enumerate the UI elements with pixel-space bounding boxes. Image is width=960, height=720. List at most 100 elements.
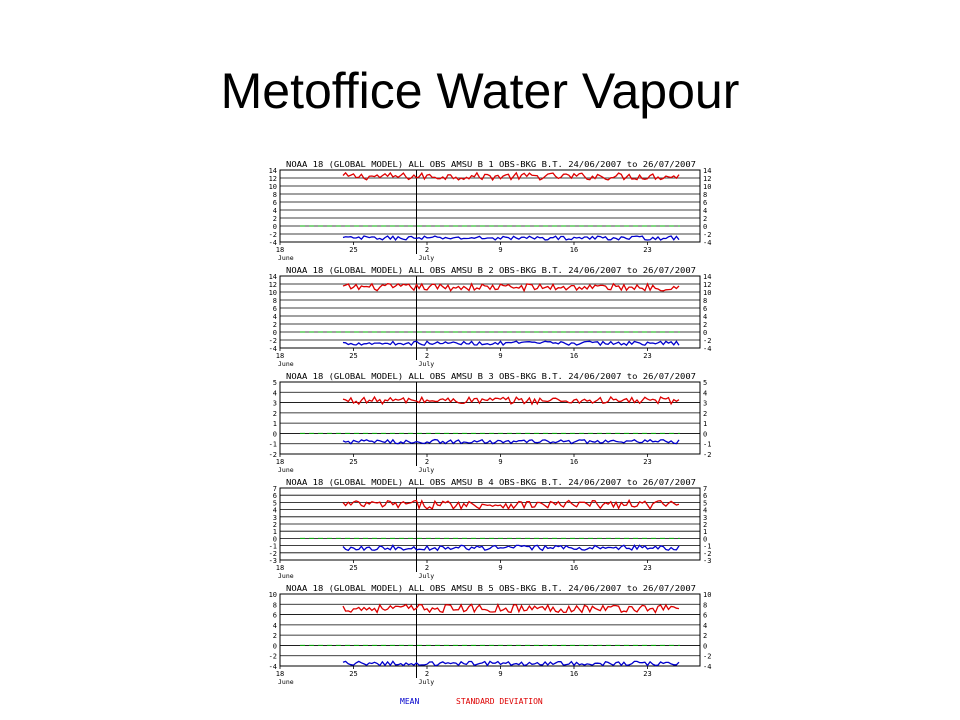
x-tick-label: 2 [425,246,429,254]
y-tick-label: 10 [269,591,277,599]
y-tick-label: 3 [703,400,707,408]
y-tick-label: 14 [703,273,711,281]
x-month-label: July [419,466,435,474]
y-tick-label: 12 [269,175,277,183]
x-tick-label: 16 [570,246,578,254]
y-tick-label: -2 [269,231,277,239]
figure: NOAA 18 (GLOBAL MODEL) ALL OBS AMSU B 1 … [258,158,718,715]
x-month-label: July [419,254,435,262]
y-tick-label: 14 [269,167,277,175]
y-tick-label: 12 [703,175,711,183]
x-tick-label: 9 [498,246,502,254]
x-tick-label: 9 [498,458,502,466]
y-tick-label: 6 [703,305,707,313]
y-tick-label: 2 [273,410,277,418]
slide-title: Metoffice Water Vapour [220,63,740,119]
y-tick-label: 5 [273,499,277,507]
y-tick-label: -2 [269,451,277,459]
x-tick-label: 18 [276,670,284,678]
amsu-b-channels-figure: NOAA 18 (GLOBAL MODEL) ALL OBS AMSU B 1 … [269,159,712,706]
x-tick-label: 9 [498,564,502,572]
x-month-label: July [419,572,435,580]
x-tick-label: 23 [643,670,651,678]
y-tick-label: 8 [273,297,277,305]
y-tick-label: 1 [273,528,277,536]
y-tick-label: 6 [703,492,707,500]
y-tick-label: -4 [703,239,711,247]
y-tick-label: 1 [703,528,707,536]
y-tick-label: -3 [269,557,277,565]
y-tick-label: 10 [269,289,277,297]
x-month-label: June [278,360,294,368]
std-dev-series-line [342,395,680,406]
x-tick-label: 16 [570,670,578,678]
y-tick-label: 6 [273,305,277,313]
y-tick-label: 10 [269,183,277,191]
mean-series-line [342,235,680,241]
x-month-label: June [278,466,294,474]
y-tick-label: 0 [703,329,707,337]
y-tick-label: -1 [703,543,711,551]
chart-title: NOAA 18 (GLOBAL MODEL) ALL OBS AMSU B 3 … [286,371,696,381]
y-tick-label: -4 [269,345,277,353]
y-tick-label: 2 [703,521,707,529]
x-tick-label: 16 [570,458,578,466]
x-tick-label: 18 [276,458,284,466]
y-tick-label: 0 [703,223,707,231]
y-tick-label: 4 [703,207,707,215]
y-tick-label: 6 [703,199,707,207]
x-tick-label: 25 [349,670,357,678]
y-tick-label: 6 [273,612,277,620]
y-tick-label: 10 [703,183,711,191]
y-tick-label: -2 [269,653,277,661]
y-tick-label: 0 [703,535,707,543]
y-tick-label: 2 [703,632,707,640]
y-tick-label: 6 [703,612,707,620]
y-tick-label: -4 [703,345,711,353]
y-tick-label: 2 [273,215,277,223]
std-dev-series-line [342,602,680,614]
x-month-label: June [278,572,294,580]
std-dev-series-line [342,498,680,511]
y-tick-label: 5 [703,499,707,507]
y-tick-label: 3 [273,400,277,408]
chart-title: NOAA 18 (GLOBAL MODEL) ALL OBS AMSU B 2 … [286,265,696,275]
y-tick-label: 4 [703,507,707,515]
y-tick-label: 2 [703,410,707,418]
plot-frame [279,169,701,243]
y-tick-label: 4 [273,207,277,215]
y-tick-label: 7 [703,485,707,493]
y-tick-label: -2 [703,337,711,345]
x-month-label: July [419,360,435,368]
y-tick-label: -2 [703,451,711,459]
y-tick-label: -3 [703,557,711,565]
x-tick-label: 2 [425,564,429,572]
x-tick-label: 25 [349,352,357,360]
y-tick-label: 7 [273,485,277,493]
mean-series-line [342,438,680,445]
y-tick-label: -2 [703,653,711,661]
y-tick-label: -1 [703,441,711,449]
y-tick-label: 4 [703,622,707,630]
y-tick-label: 2 [703,321,707,329]
x-month-label: June [278,254,294,262]
y-tick-label: 14 [269,273,277,281]
plot-frame [279,381,701,455]
x-tick-label: 25 [349,564,357,572]
y-tick-label: 8 [273,601,277,609]
x-tick-label: 18 [276,564,284,572]
y-tick-label: 0 [273,535,277,543]
y-tick-label: -2 [269,550,277,558]
x-tick-label: 16 [570,352,578,360]
y-tick-label: 4 [273,389,277,397]
mean-series-line [342,340,680,347]
y-tick-label: 0 [273,430,277,438]
y-tick-label: 12 [703,281,711,289]
y-tick-label: -2 [269,337,277,345]
y-tick-label: 4 [273,622,277,630]
x-tick-label: 25 [349,458,357,466]
x-month-label: June [278,678,294,686]
y-tick-label: -2 [703,231,711,239]
x-tick-label: 9 [498,670,502,678]
chart-title: NOAA 18 (GLOBAL MODEL) ALL OBS AMSU B 4 … [286,477,696,487]
